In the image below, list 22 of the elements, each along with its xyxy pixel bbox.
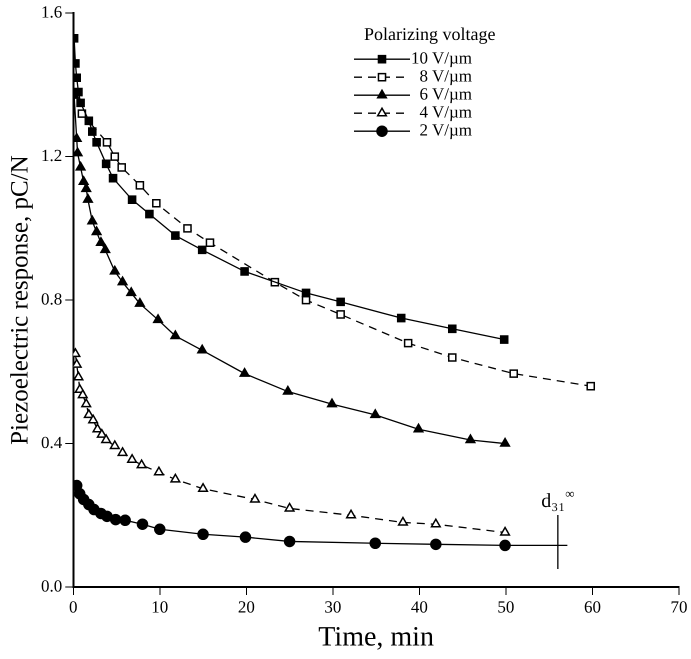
y-axis-title: Piezoelectric response, pC/N: [6, 155, 34, 445]
legend-label: 6 V/µm: [420, 84, 472, 104]
legend-label: 10 V/µm: [411, 48, 472, 68]
y-tick-label: 1.6: [41, 2, 62, 22]
y-tick-label: 0.4: [41, 433, 63, 452]
x-tick-label: 40: [410, 598, 428, 617]
x-tick-label: 10: [151, 598, 168, 617]
x-tick-label: 0: [69, 598, 78, 617]
legend-label: 4 V/µm: [420, 102, 472, 122]
ref-line-label: d₃₁∞: [541, 486, 574, 512]
x-tick-label: 50: [497, 598, 514, 617]
legend-label: 2 V/µm: [420, 120, 472, 140]
legend-title: Polarizing voltage: [364, 24, 496, 44]
y-tick-label: 0.8: [41, 290, 62, 309]
y-tick-label: 1.2: [41, 146, 62, 166]
x-tick-label: 20: [238, 598, 255, 617]
y-tick-label: 0.0: [41, 576, 62, 596]
x-tick-label: 70: [670, 598, 688, 617]
x-axis-title: Time, min: [318, 622, 434, 653]
x-tick-label: 30: [324, 598, 342, 617]
legend-label: 8 V/µm: [420, 66, 472, 86]
x-tick-label: 60: [584, 598, 601, 617]
